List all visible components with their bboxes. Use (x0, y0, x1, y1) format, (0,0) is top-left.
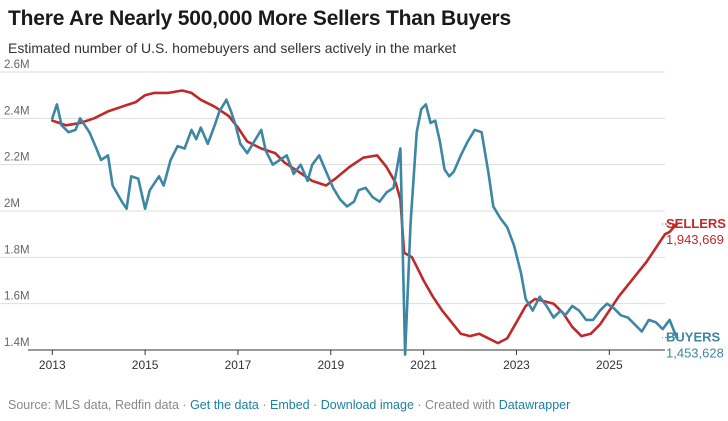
chart-subtitle: Estimated number of U.S. homebuyers and … (8, 40, 457, 56)
sellers-series-label: SELLERS (666, 216, 726, 231)
footer-separator: · (417, 398, 422, 412)
created-with-text: Created with (425, 398, 496, 412)
sellers-end-value: 1,943,669 (666, 232, 724, 247)
sellers-line (51, 89, 678, 345)
datawrapper-link[interactable]: Datawrapper (498, 398, 571, 412)
x-tick-label: 2017 (225, 358, 252, 372)
x-tick-label: 2015 (132, 358, 159, 372)
embed-link[interactable]: Embed (270, 398, 310, 412)
y-tick-label: 2M (4, 198, 20, 210)
y-tick-label: 1.8M (4, 244, 30, 256)
x-tick-label: 2025 (596, 358, 623, 372)
footer-separator: · (313, 398, 318, 412)
footer-separator: · (262, 398, 267, 412)
buyers-end-value: 1,453,628 (666, 345, 724, 360)
x-tick-label: 2013 (39, 358, 66, 372)
footer-separator: · (182, 398, 187, 412)
source-note: Source: MLS data, Redfin data (8, 398, 179, 412)
x-tick-label: 2023 (503, 358, 530, 372)
y-tick-label: 1.6M (4, 291, 30, 303)
download-image-link[interactable]: Download image (320, 398, 414, 412)
buyers-series-label: BUYERS (666, 329, 721, 344)
x-tick-label: 2021 (410, 358, 437, 372)
y-tick-label: 2.6M (4, 59, 30, 71)
buyers-line (51, 98, 678, 356)
y-tick-label: 2.4M (4, 105, 30, 117)
y-tick-label: 2.2M (4, 152, 30, 164)
get-data-link[interactable]: Get the data (190, 398, 259, 412)
y-tick-label: 1.4M (4, 337, 30, 349)
x-tick-label: 2019 (317, 358, 344, 372)
chart-title: There Are Nearly 500,000 More Sellers Th… (8, 7, 512, 30)
chart-footer: Source: MLS data, Redfin data · Get the … (8, 398, 570, 412)
